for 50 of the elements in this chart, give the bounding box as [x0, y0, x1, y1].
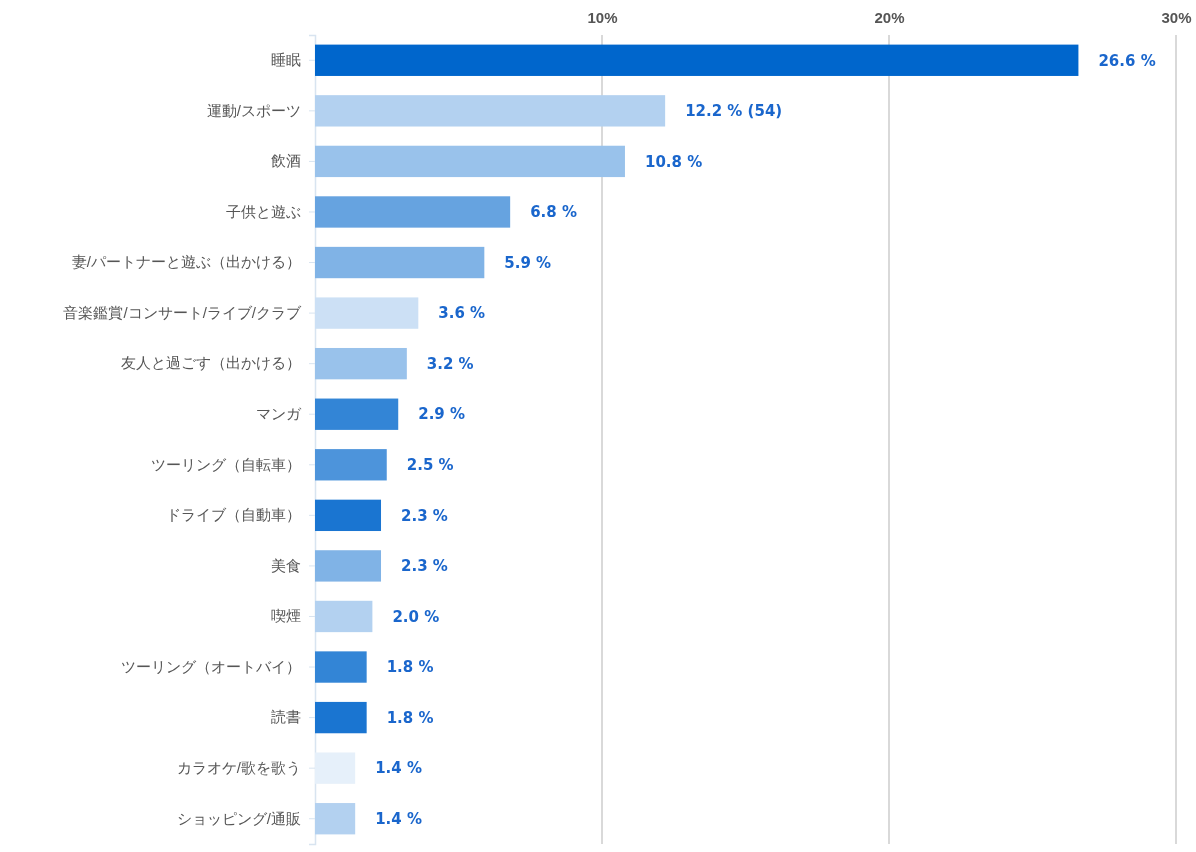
y-tick-label: マンガ — [256, 405, 302, 423]
bar — [315, 44, 1079, 76]
y-tick-label: ショッピング/通販 — [176, 809, 301, 827]
y-tick-label: 美食 — [271, 556, 301, 574]
data-label: 1.4 % — [375, 809, 423, 828]
data-label: 1.8 % — [386, 708, 434, 727]
data-label: 2.3 % — [401, 557, 448, 576]
data-label: 1.8 % — [386, 658, 434, 677]
data-label: 3.6 % — [438, 304, 486, 323]
y-tick-label: ツーリング（オートバイ） — [121, 657, 301, 675]
x-tick-label: 30% — [1161, 9, 1192, 26]
y-tick-label: ツーリング（自転車） — [151, 455, 301, 473]
y-tick-label: 読書 — [271, 708, 301, 726]
y-tick-label: 睡眠 — [271, 51, 301, 69]
y-tick-label: ドライブ（自動車） — [166, 506, 301, 524]
data-label: 12.2 % (54) — [685, 102, 783, 121]
y-tick-label: 音楽鑑賞/コンサート/ライブ/クラブ — [63, 303, 302, 321]
bar — [315, 398, 399, 430]
data-label: 2.5 % — [406, 456, 454, 475]
bar — [315, 449, 387, 481]
data-label: 1.4 % — [375, 759, 423, 778]
x-tick-label: 20% — [874, 9, 905, 26]
data-label: 2.3 % — [401, 506, 448, 525]
data-label: 26.6 % — [1098, 51, 1156, 70]
bar — [315, 95, 666, 127]
bar — [315, 803, 356, 835]
bar — [315, 145, 625, 178]
y-tick-label: カラオケ/歌を歌う — [176, 758, 301, 776]
data-label: 10.8 % — [644, 152, 703, 171]
data-label: 3.2 % — [426, 354, 474, 373]
bar — [315, 246, 485, 279]
data-label: 2.9 % — [418, 405, 466, 424]
bar — [315, 752, 356, 784]
bar — [315, 651, 367, 683]
y-tick-label: 妻/パートナーと遊ぶ（出かける） — [71, 253, 301, 271]
y-tick-label: 運動/スポーツ — [206, 101, 301, 119]
x-tick-label: 10% — [587, 9, 618, 26]
bar — [315, 196, 511, 228]
data-label: 5.9 % — [504, 253, 552, 272]
bar — [315, 550, 382, 582]
y-tick-label: 子供と遊ぶ — [226, 202, 301, 220]
y-tick-label: 飲酒 — [271, 152, 301, 170]
bar — [315, 347, 407, 380]
bar — [315, 499, 382, 532]
data-label: 6.8 % — [530, 203, 577, 222]
bar — [315, 701, 367, 734]
data-label: 2.0 % — [392, 607, 440, 626]
y-tick-label: 友人と過ごす（出かける） — [121, 354, 301, 372]
y-tick-label: 喫煙 — [271, 607, 301, 625]
bar — [315, 600, 373, 633]
